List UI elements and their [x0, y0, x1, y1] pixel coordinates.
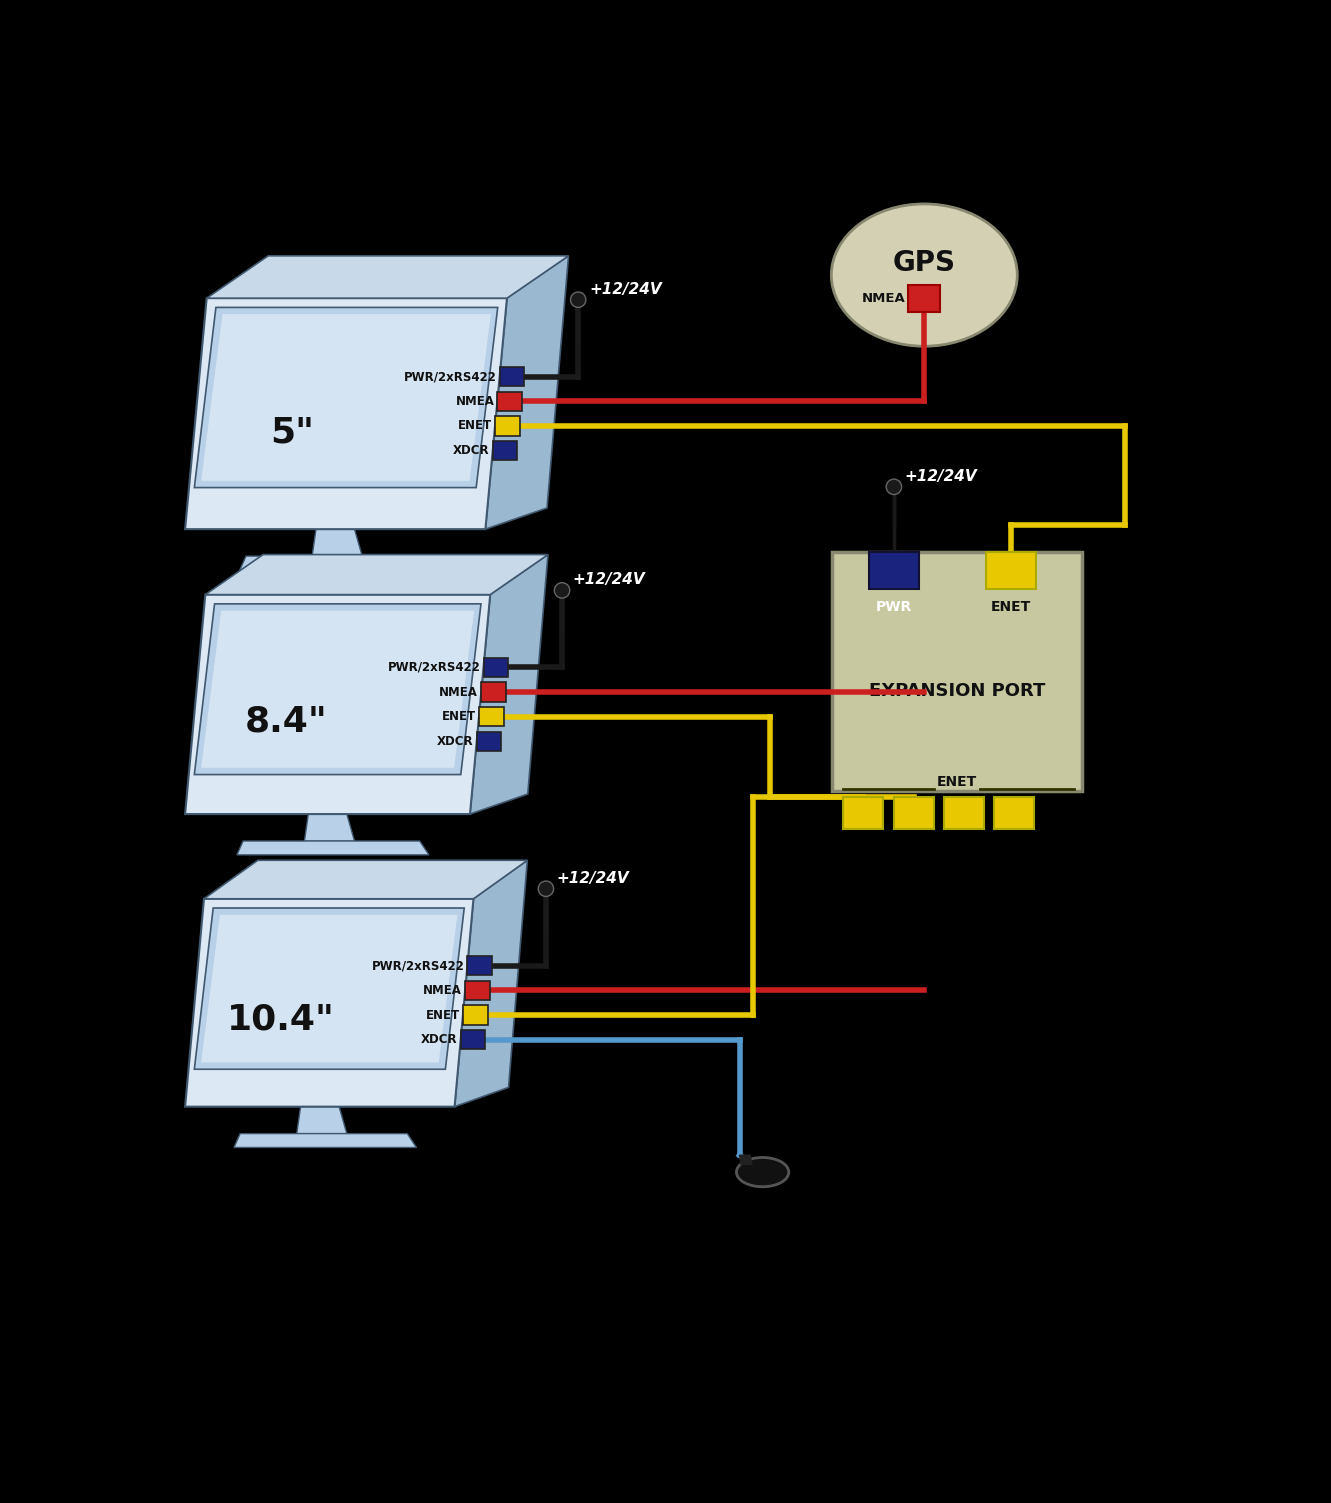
Text: 10.4": 10.4"	[226, 1003, 334, 1037]
Bar	[499, 367, 524, 386]
Text: ENET: ENET	[937, 776, 977, 789]
Bar	[463, 1006, 487, 1025]
Text: PWR/2xRS422: PWR/2xRS422	[387, 661, 480, 673]
Text: +12/24V: +12/24V	[588, 281, 662, 296]
Bar	[465, 981, 490, 999]
Bar	[994, 797, 1034, 830]
Polygon shape	[234, 1133, 417, 1147]
Polygon shape	[455, 860, 527, 1106]
Bar	[498, 392, 522, 410]
Bar	[495, 416, 519, 436]
Bar	[986, 552, 1036, 589]
Bar	[492, 440, 518, 460]
Text: +12/24V: +12/24V	[556, 870, 630, 885]
Text: PWR/2xRS422: PWR/2xRS422	[403, 370, 496, 383]
Polygon shape	[185, 298, 507, 529]
Polygon shape	[194, 308, 498, 487]
Text: 8.4": 8.4"	[245, 705, 327, 739]
Bar	[479, 706, 503, 726]
Text: +12/24V: +12/24V	[905, 469, 977, 484]
Circle shape	[886, 479, 901, 494]
Bar	[482, 682, 506, 702]
Bar	[893, 797, 933, 830]
Polygon shape	[204, 860, 527, 899]
Polygon shape	[740, 1156, 752, 1165]
Circle shape	[538, 881, 554, 896]
Text: ENET: ENET	[442, 709, 476, 723]
Bar	[476, 732, 502, 752]
Polygon shape	[240, 556, 442, 570]
Polygon shape	[305, 815, 354, 842]
Polygon shape	[313, 529, 362, 556]
FancyBboxPatch shape	[832, 552, 1082, 791]
Ellipse shape	[832, 204, 1017, 346]
Text: XDCR: XDCR	[437, 735, 474, 748]
Bar	[467, 956, 492, 975]
Polygon shape	[194, 908, 465, 1069]
Bar	[908, 286, 941, 313]
Text: EXPANSION PORT: EXPANSION PORT	[869, 682, 1045, 700]
Text: NMEA: NMEA	[439, 685, 478, 699]
Polygon shape	[185, 595, 490, 815]
Text: ENET: ENET	[458, 419, 492, 433]
Polygon shape	[206, 256, 568, 298]
Polygon shape	[201, 914, 458, 1063]
Bar	[483, 658, 508, 676]
Text: PWR/2xRS422: PWR/2xRS422	[371, 959, 465, 972]
Text: ENET: ENET	[426, 1009, 459, 1022]
Text: XDCR: XDCR	[421, 1033, 458, 1046]
Text: 5": 5"	[270, 415, 314, 449]
Text: XDCR: XDCR	[453, 443, 490, 457]
Bar	[869, 552, 918, 589]
Circle shape	[571, 292, 586, 308]
Text: NMEA: NMEA	[861, 293, 905, 305]
Polygon shape	[205, 555, 548, 595]
Text: PWR: PWR	[876, 600, 912, 615]
Ellipse shape	[736, 1157, 789, 1187]
Bar	[944, 797, 984, 830]
Text: NMEA: NMEA	[455, 395, 494, 407]
Polygon shape	[201, 314, 491, 481]
Polygon shape	[486, 256, 568, 529]
Polygon shape	[185, 899, 474, 1106]
Polygon shape	[297, 1106, 347, 1133]
Text: ENET: ENET	[990, 600, 1032, 615]
Bar	[461, 1030, 486, 1049]
Polygon shape	[237, 842, 429, 855]
Bar	[844, 797, 884, 830]
Polygon shape	[470, 555, 548, 815]
Text: GPS: GPS	[893, 249, 956, 277]
Circle shape	[554, 583, 570, 598]
Text: +12/24V: +12/24V	[572, 573, 646, 588]
Text: NMEA: NMEA	[423, 984, 462, 996]
Polygon shape	[201, 610, 475, 768]
Polygon shape	[194, 604, 480, 774]
